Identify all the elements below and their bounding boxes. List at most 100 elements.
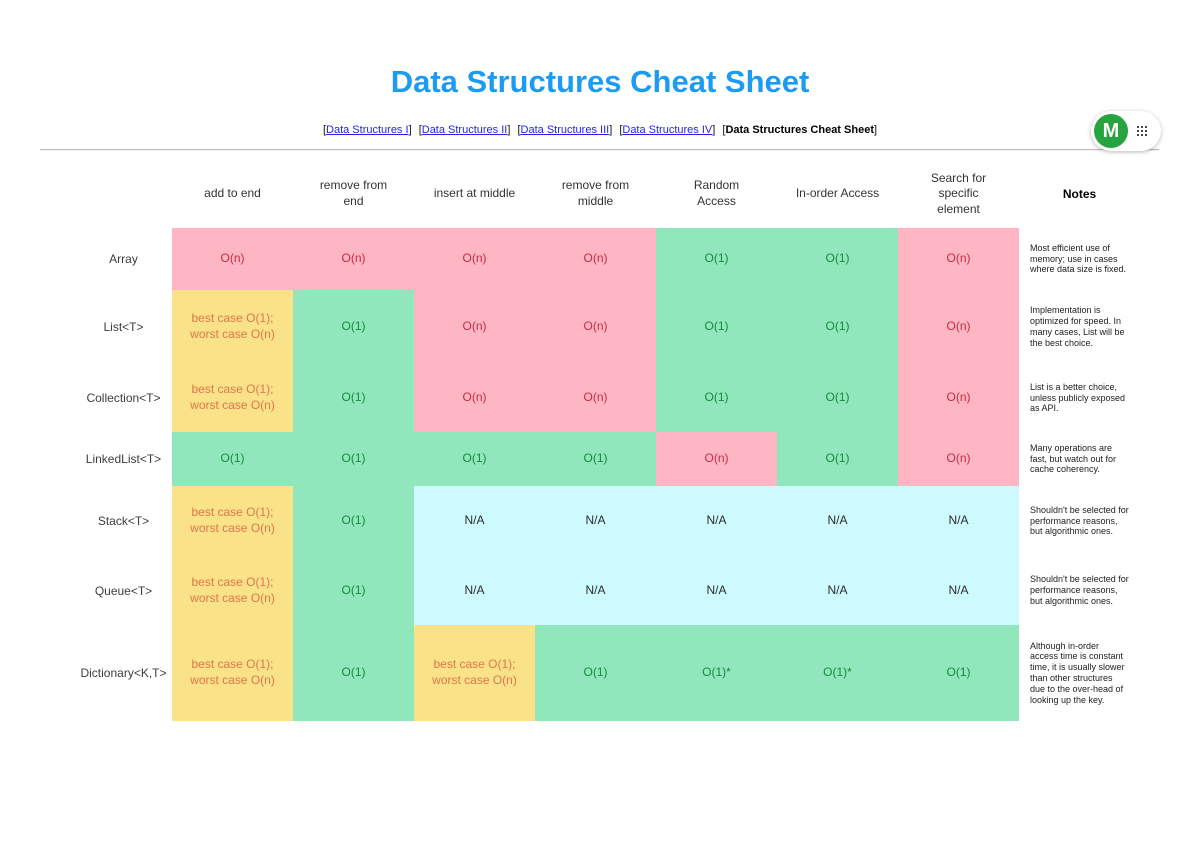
row-label-text: Dictionary<K,T>: [80, 666, 167, 680]
current-page-label: Data Structures Cheat Sheet: [725, 124, 874, 136]
link-data-structures-2[interactable]: Data Structures II: [421, 124, 508, 136]
complexity-cell-text: O(1): [704, 390, 729, 405]
complexity-cell-text: best case O(1); worst case O(n): [190, 574, 275, 605]
grip-dots-icon: [1137, 126, 1147, 136]
column-header: insert at middle: [414, 160, 535, 228]
complexity-cell-text: N/A: [706, 513, 727, 528]
extension-pill-button[interactable]: M: [1091, 111, 1161, 151]
note-cell: List is a better choice, unless publicly…: [1019, 364, 1157, 432]
complexity-cell-text: O(n): [341, 251, 366, 266]
row-label-text: Collection<T>: [86, 391, 161, 405]
complexity-cell-text: O(1): [704, 251, 729, 266]
complexity-cell: O(n): [656, 432, 777, 486]
row-label-text: LinkedList<T>: [85, 452, 162, 466]
complexity-cell-text: O(1): [825, 251, 850, 266]
header-corner-cell: [75, 160, 172, 228]
complexity-cell: O(n): [898, 228, 1019, 290]
row-label-text: Queue<T>: [94, 583, 153, 598]
complexity-cell: O(1): [777, 364, 898, 432]
column-header-text: add to end: [204, 186, 261, 201]
complexity-cell-text: O(n): [220, 251, 245, 266]
complexity-cell-text: N/A: [464, 513, 485, 528]
complexity-cell: O(n): [898, 290, 1019, 364]
complexity-cell: N/A: [656, 556, 777, 625]
complexity-cell-text: O(1)*: [823, 665, 852, 680]
bracket: [: [418, 124, 422, 136]
complexity-cell-text: O(1): [341, 390, 366, 405]
complexity-cell: O(1)*: [777, 625, 898, 721]
complexity-cell-text: O(n): [583, 390, 608, 405]
bracket: [: [322, 124, 327, 136]
complexity-cell-text: N/A: [827, 513, 848, 528]
note-cell-text: Implementation is optimized for speed. I…: [1030, 305, 1125, 348]
link-data-structures-1[interactable]: Data Structures I: [326, 124, 409, 136]
row-label: Dictionary<K,T>: [75, 625, 172, 721]
complexity-cell: N/A: [777, 486, 898, 556]
note-cell-text: Most efficient use of memory; use in cas…: [1030, 242, 1127, 275]
cheatsheet-table: add to end remove from end insert at middl…: [75, 160, 1157, 721]
complexity-cell: O(1): [656, 290, 777, 364]
complexity-cell: O(n): [414, 228, 535, 290]
complexity-cell: O(1): [293, 364, 414, 432]
complexity-cell: O(1): [535, 432, 656, 486]
note-cell: Implementation is optimized for speed. I…: [1019, 290, 1157, 364]
extension-logo-icon: M: [1094, 114, 1128, 148]
complexity-cell-text: O(1): [341, 319, 366, 334]
horizontal-rule: [40, 149, 1159, 151]
note-cell: Although in-order access time is constan…: [1019, 625, 1157, 721]
complexity-cell-text: O(1): [341, 513, 366, 528]
column-header-text: Random Access: [693, 178, 740, 208]
table-row: Stack<T> best case O(1); worst case O(n) O…: [75, 486, 1157, 556]
complexity-cell-text: best case O(1); worst case O(n): [190, 382, 275, 412]
column-header: remove from middle: [535, 160, 656, 228]
complexity-cell: O(n): [414, 290, 535, 364]
complexity-cell-text: best case O(1); worst case O(n): [190, 657, 275, 687]
complexity-cell: N/A: [414, 486, 535, 556]
note-cell: Many operations are fast, but watch out …: [1019, 432, 1157, 486]
complexity-cell-text: best case O(1); worst case O(n): [190, 505, 275, 535]
bracket: ]: [408, 124, 412, 136]
page-title: Data Structures Cheat Sheet: [390, 64, 810, 99]
complexity-cell: O(1): [777, 432, 898, 486]
bracket: ]: [873, 124, 878, 136]
note-cell: Most efficient use of memory; use in cas…: [1019, 228, 1157, 290]
row-label-text: Array: [109, 252, 138, 266]
complexity-cell-text: best case O(1); worst case O(n): [190, 311, 275, 341]
link-data-structures-3[interactable]: Data Structures III: [520, 124, 610, 136]
complexity-cell-text: O(1)*: [702, 665, 731, 680]
complexity-cell: O(n): [535, 290, 656, 364]
bracket: ]: [609, 124, 613, 136]
row-label-text: List<T>: [103, 320, 144, 334]
complexity-cell: O(n): [414, 364, 535, 432]
complexity-cell: N/A: [535, 486, 656, 556]
column-header-text: Search for specific element: [930, 170, 987, 216]
complexity-cell-text: O(1): [704, 319, 729, 334]
note-cell-text: Many operations are fast, but watch out …: [1030, 442, 1117, 475]
link-data-structures-4[interactable]: Data Structures IV: [622, 124, 713, 136]
complexity-cell-text: N/A: [585, 582, 606, 597]
complexity-cell: O(n): [293, 228, 414, 290]
complexity-cell-text: O(1): [462, 451, 487, 466]
note-cell: Shouldn't be selected for performance re…: [1019, 486, 1157, 556]
complexity-cell: O(1)*: [656, 625, 777, 721]
nav-item-data-structures-4: [Data Structures IV]: [619, 124, 715, 136]
complexity-cell-text: O(1): [946, 665, 971, 680]
column-header-text: remove from middle: [561, 178, 630, 208]
complexity-cell-text: O(1): [341, 665, 366, 680]
table-row: Collection<T> best case O(1); worst case …: [75, 364, 1157, 432]
complexity-cell-text: O(1): [341, 451, 366, 466]
column-header: In-order Access: [777, 160, 898, 228]
note-cell-text: Although in-order access time is constan…: [1030, 640, 1125, 705]
column-header-text: Notes: [1062, 186, 1097, 201]
row-label: Array: [75, 228, 172, 290]
complexity-cell: best case O(1); worst case O(n): [172, 290, 293, 364]
column-header: Random Access: [656, 160, 777, 228]
note-cell: Shouldn't be selected for performance re…: [1019, 556, 1157, 625]
nav-item-current-page: [Data Structures Cheat Sheet]: [722, 124, 877, 136]
column-header: add to end: [172, 160, 293, 228]
column-header-text: In-order Access: [795, 186, 880, 201]
note-cell-text: Shouldn't be selected for performance re…: [1030, 574, 1129, 606]
complexity-cell: best case O(1); worst case O(n): [172, 486, 293, 556]
table-row: Array O(n) O(n) O(n) O(n) O(1) O(1) O(n) Most ef…: [75, 228, 1157, 290]
